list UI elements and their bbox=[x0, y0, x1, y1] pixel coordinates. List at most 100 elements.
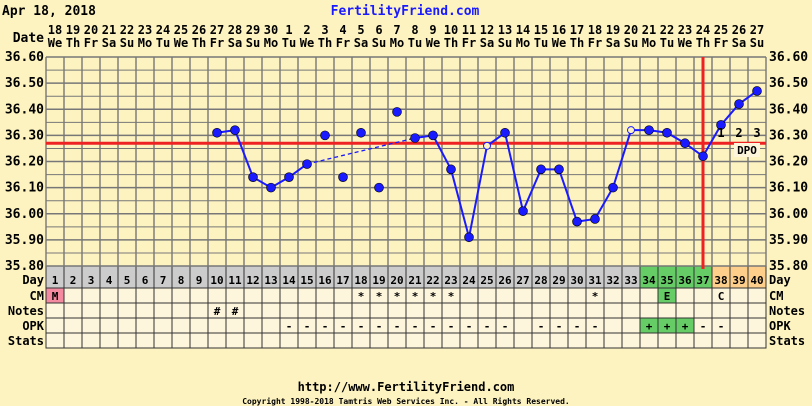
cycle-day-label: 17 bbox=[336, 274, 349, 287]
opk-entry: - bbox=[502, 320, 509, 333]
notes-cell bbox=[369, 302, 389, 319]
date-label: 28 bbox=[228, 23, 242, 37]
weekday-label: Fr bbox=[336, 36, 350, 50]
stats-cell bbox=[45, 332, 65, 349]
stats-cell bbox=[333, 332, 353, 349]
dpo-number: 1 bbox=[717, 126, 724, 140]
stats-cell bbox=[387, 332, 407, 349]
notes-cell bbox=[639, 302, 659, 319]
dpo-number: 2 bbox=[735, 126, 742, 140]
opk-entry: - bbox=[592, 320, 599, 333]
weekday-label: We bbox=[48, 36, 62, 50]
notes-cell bbox=[243, 302, 263, 319]
date-label: 30 bbox=[264, 23, 278, 37]
date-label: 11 bbox=[462, 23, 476, 37]
notes-cell bbox=[117, 302, 137, 319]
notes-cell bbox=[747, 302, 767, 319]
cm-cell bbox=[603, 287, 623, 304]
site-link[interactable]: FertilityFriend.com bbox=[331, 4, 480, 19]
date-label: 27 bbox=[750, 23, 764, 37]
opk-entry: + bbox=[646, 320, 653, 333]
weekday-label: Sa bbox=[228, 36, 242, 50]
notes-cell bbox=[603, 302, 623, 319]
y-tick-label-right: 36.40 bbox=[769, 102, 808, 117]
weekday-label: Su bbox=[372, 36, 386, 50]
date-label: 2 bbox=[303, 23, 310, 37]
cycle-day-label: 8 bbox=[178, 274, 185, 287]
weekday-label: Su bbox=[498, 36, 512, 50]
stats-cell bbox=[189, 332, 209, 349]
cm-cell bbox=[621, 287, 641, 304]
notes-cell bbox=[63, 302, 83, 319]
opk-entry: - bbox=[718, 320, 725, 333]
cycle-day-label: 19 bbox=[372, 274, 385, 287]
dashed-temp-line bbox=[306, 137, 416, 165]
opk-entry: - bbox=[376, 320, 383, 333]
weekday-label: Su bbox=[120, 36, 134, 50]
notes-row-label-right: Notes bbox=[769, 304, 805, 318]
stats-cell bbox=[513, 332, 533, 349]
temp-point bbox=[716, 120, 726, 130]
notes-cell bbox=[621, 302, 641, 319]
cm-cell bbox=[225, 287, 245, 304]
stats-row-label: Stats bbox=[8, 334, 44, 348]
cm-entry: * bbox=[376, 290, 383, 303]
opk-entry: - bbox=[700, 320, 707, 333]
temp-point bbox=[627, 126, 635, 135]
weekday-label: Th bbox=[66, 36, 80, 50]
notes-cell bbox=[693, 302, 713, 319]
weekday-label: We bbox=[300, 36, 314, 50]
opk-entry: - bbox=[286, 320, 293, 333]
cm-cell bbox=[261, 287, 281, 304]
cm-cell bbox=[297, 287, 317, 304]
notes-cell bbox=[711, 302, 731, 319]
weekday-label: Sa bbox=[480, 36, 494, 50]
stats-cell bbox=[171, 332, 191, 349]
temp-point bbox=[500, 127, 510, 138]
cycle-day-label: 10 bbox=[210, 274, 223, 287]
stats-cell bbox=[729, 332, 749, 349]
notes-cell bbox=[81, 302, 101, 319]
y-tick-label-left: 35.90 bbox=[5, 233, 44, 248]
y-tick-label-right: 36.20 bbox=[769, 155, 808, 170]
cycle-day-label: 13 bbox=[264, 274, 277, 287]
dpo-label: DPO bbox=[737, 144, 757, 157]
stats-cell bbox=[441, 332, 461, 349]
date-label: 20 bbox=[84, 23, 98, 37]
cm-cell bbox=[171, 287, 191, 304]
cycle-day-label: 23 bbox=[444, 274, 457, 287]
stats-cell bbox=[603, 332, 623, 349]
opk-cell bbox=[621, 317, 641, 334]
temp-point bbox=[483, 141, 491, 150]
cm-entry: * bbox=[448, 290, 455, 303]
footer-url[interactable]: http://www.FertilityFriend.com bbox=[298, 380, 515, 394]
temp-point bbox=[752, 86, 762, 96]
opk-entry: + bbox=[664, 320, 671, 333]
temp-point bbox=[230, 125, 240, 135]
stats-cell bbox=[675, 332, 695, 349]
date-row-label: Date bbox=[13, 31, 44, 46]
y-tick-label-right: 36.60 bbox=[769, 50, 808, 65]
date-label: 1 bbox=[285, 23, 292, 37]
stats-cell bbox=[657, 332, 677, 349]
weekday-label: Tu bbox=[156, 36, 170, 50]
cycle-day-label: 27 bbox=[516, 274, 529, 287]
temp-point bbox=[644, 125, 654, 135]
opk-entry: - bbox=[412, 320, 419, 333]
weekday-label: Su bbox=[624, 36, 638, 50]
cycle-day-label: 20 bbox=[390, 274, 403, 287]
stats-cell bbox=[243, 332, 263, 349]
opk-cell bbox=[747, 317, 767, 334]
weekday-label: Su bbox=[750, 36, 764, 50]
opk-cell bbox=[207, 317, 227, 334]
cycle-day-label: 14 bbox=[282, 274, 296, 287]
notes-cell bbox=[549, 302, 569, 319]
notes-cell bbox=[567, 302, 587, 319]
notes-cell bbox=[171, 302, 191, 319]
opk-entry: - bbox=[466, 320, 473, 333]
opk-cell bbox=[243, 317, 263, 334]
cycle-day-label: 34 bbox=[642, 274, 656, 287]
weekday-label: We bbox=[552, 36, 566, 50]
notes-cell bbox=[351, 302, 371, 319]
